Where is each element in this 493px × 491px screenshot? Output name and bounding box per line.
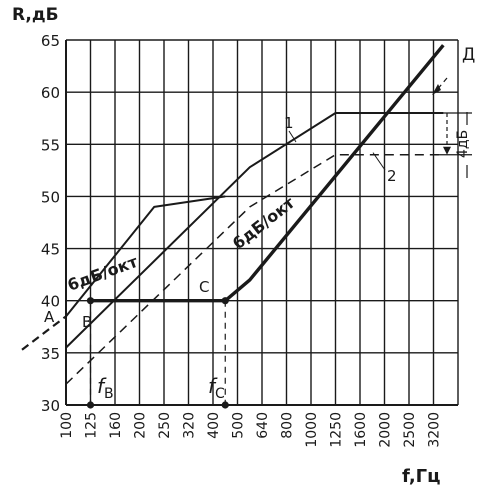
x-tick-label: 640 xyxy=(255,412,271,439)
delta-label: 4дБ xyxy=(455,130,471,158)
x-tick-label: 160 xyxy=(108,412,124,439)
grid: 30 35 40 45 50 55 60 65 100 125 160 200 250 320 400 500… xyxy=(41,32,459,448)
x-tick-label: 125 xyxy=(84,412,100,439)
x-tick-label: 2500 xyxy=(402,412,418,448)
axis-point-dot xyxy=(221,401,229,409)
x-tick-label: 100 xyxy=(59,412,75,439)
slope-low-label: 6дБ/окт xyxy=(65,252,141,295)
curve-1-leader xyxy=(288,130,297,143)
series-group xyxy=(65,44,445,385)
marks xyxy=(21,77,472,409)
curve-2-leader xyxy=(372,152,386,171)
point-b-label: B xyxy=(82,313,92,331)
series-line-2 xyxy=(65,153,444,385)
x-tick-label: 500 xyxy=(231,412,247,439)
slope-high-label: 6дБ/окт xyxy=(229,193,299,253)
x-axis-label: f,Гц xyxy=(402,466,441,487)
fb-label: fВ xyxy=(97,374,114,402)
x-tick-label: 800 xyxy=(280,412,296,439)
series-line-A xyxy=(65,195,226,318)
point-a-label: A xyxy=(44,308,55,326)
y-tick-label: 65 xyxy=(41,32,60,50)
corner-point-dot xyxy=(86,297,95,305)
point-a-extension xyxy=(21,315,67,351)
curve-2-label: 2 xyxy=(387,167,397,185)
y-tick-label: 30 xyxy=(41,397,60,415)
delta-arrowhead xyxy=(443,146,451,155)
fc-label: fC xyxy=(208,374,225,402)
y-tick-label: 35 xyxy=(41,345,60,363)
x-tick-label: 3200 xyxy=(427,412,443,448)
curve-1-label: 1 xyxy=(284,114,294,132)
x-tick-label: 2000 xyxy=(378,412,394,448)
y-axis-label: R,дБ xyxy=(12,5,59,25)
point-d-arrow-line xyxy=(435,77,448,92)
series-line-Д xyxy=(90,44,445,303)
x-tick-label: 320 xyxy=(182,412,198,439)
y-tick-label: 60 xyxy=(41,84,60,102)
y-tick-label: 40 xyxy=(41,293,60,311)
axis-point-dot xyxy=(86,401,95,409)
x-tick-label: 1250 xyxy=(329,412,345,448)
x-tick-label: 200 xyxy=(133,412,149,439)
x-tick-label: 400 xyxy=(206,412,222,439)
x-tick-label: 1000 xyxy=(304,412,320,448)
x-tick-label: 250 xyxy=(157,412,173,439)
corner-point-dot xyxy=(221,297,229,305)
point-d-label: Д xyxy=(462,45,475,65)
point-c-label: C xyxy=(199,278,209,296)
x-tick-label: 1600 xyxy=(353,412,369,448)
y-tick-label: 50 xyxy=(41,188,60,206)
y-tick-label: 55 xyxy=(41,136,60,154)
point-d-arrowhead xyxy=(432,84,441,95)
y-tick-label: 45 xyxy=(41,241,60,259)
